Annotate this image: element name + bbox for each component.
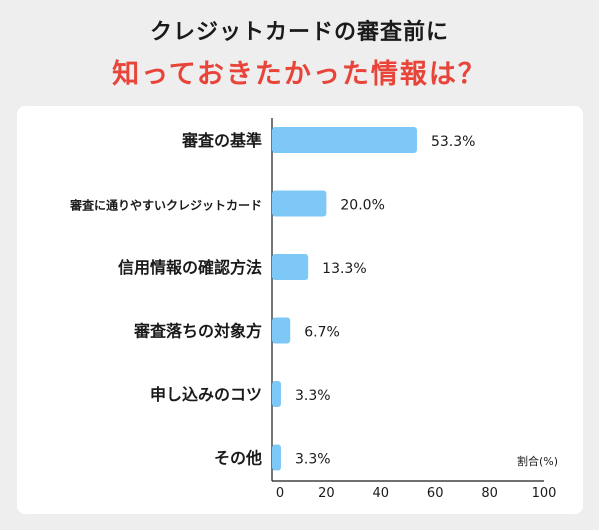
bar-5 (272, 444, 281, 471)
bar-0 (272, 127, 417, 153)
bar-3 (272, 317, 291, 344)
category-label-0: 審査の基準 (181, 131, 262, 150)
value-label-3: 6.7% (304, 325, 340, 341)
chart-title: クレジットカードの審査前に (149, 20, 449, 45)
x-tick-label-3: 60 (427, 486, 444, 501)
bar-4 (272, 381, 281, 407)
x-tick-label-2: 40 (373, 486, 390, 501)
value-label-4: 3.3% (295, 388, 331, 404)
category-label-1: 審査に通りやすいクレジットカード (69, 198, 262, 213)
x-tick-label-1: 20 (318, 486, 335, 501)
x-tick-label-0: 0 (276, 486, 284, 501)
category-label-4: 申し込みのコツ (150, 385, 262, 404)
bar-2 (272, 254, 309, 280)
chart-subtitle: 知っておきたかった情報は？ (112, 59, 487, 90)
category-label-5: その他 (214, 449, 262, 468)
value-label-1: 20.0% (340, 198, 384, 214)
value-label-5: 3.3% (295, 452, 331, 468)
value-label-2: 13.3% (322, 261, 366, 277)
chart-panel (17, 106, 583, 514)
x-tick-label-4: 80 (481, 486, 498, 501)
category-label-2: 信用情報の確認方法 (118, 258, 262, 277)
x-axis-label: 割合(%) (517, 454, 558, 468)
x-tick-label-5: 100 (532, 486, 557, 501)
value-label-0: 53.3% (431, 134, 475, 150)
category-label-3: 審査落ちの対象方 (133, 322, 262, 341)
bar-1 (272, 190, 327, 217)
